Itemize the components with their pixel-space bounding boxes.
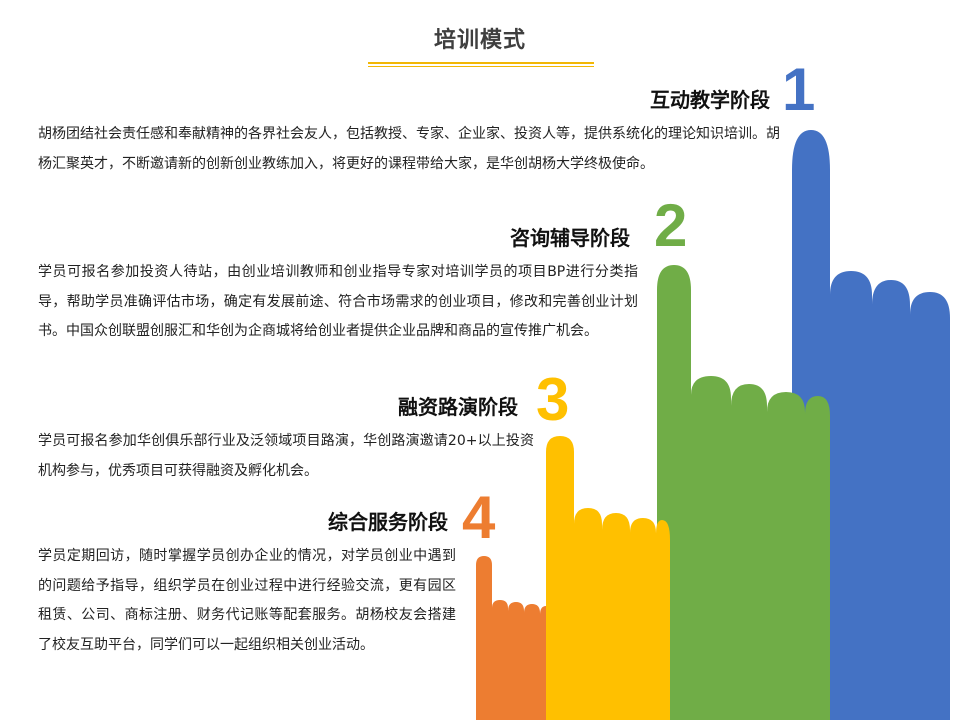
orange-hand-icon	[476, 556, 546, 720]
stage-4-number: 4	[462, 484, 496, 551]
stage-3-number: 3	[536, 366, 570, 433]
yellow-hand-icon	[546, 436, 670, 720]
stage-1-description: 胡杨团结社会责任感和奉献精神的各界社会友人，包括教授、专家、企业家、投资人等，提…	[38, 126, 780, 172]
stage-1-heading: 互动教学阶段	[650, 88, 770, 112]
stage-2-heading: 咨询辅导阶段	[510, 226, 630, 250]
stage-2-number: 2	[654, 192, 688, 259]
green-hand-icon	[657, 265, 830, 720]
page-title: 培训模式	[433, 28, 526, 53]
stage-4-heading: 综合服务阶段	[328, 510, 448, 534]
stage-4-description: 学员定期回访，随时掌握学员创办企业的情况，对学员创业中遇到的问题给予指导，组织学…	[38, 548, 456, 653]
stage-2-description: 学员可报名参加投资人待站，由创业培训教师和创业指导专家对培训学员的项目BP进行分…	[38, 264, 638, 339]
stage-3-description: 学员可报名参加华创俱乐部行业及泛领域项目路演，华创路演邀请20+以上投资机构参与…	[38, 433, 534, 479]
stage-3-heading: 融资路演阶段	[398, 395, 518, 419]
stage-1-number: 1	[782, 56, 816, 123]
blue-hand-icon	[792, 130, 950, 720]
title-underline	[368, 62, 594, 67]
